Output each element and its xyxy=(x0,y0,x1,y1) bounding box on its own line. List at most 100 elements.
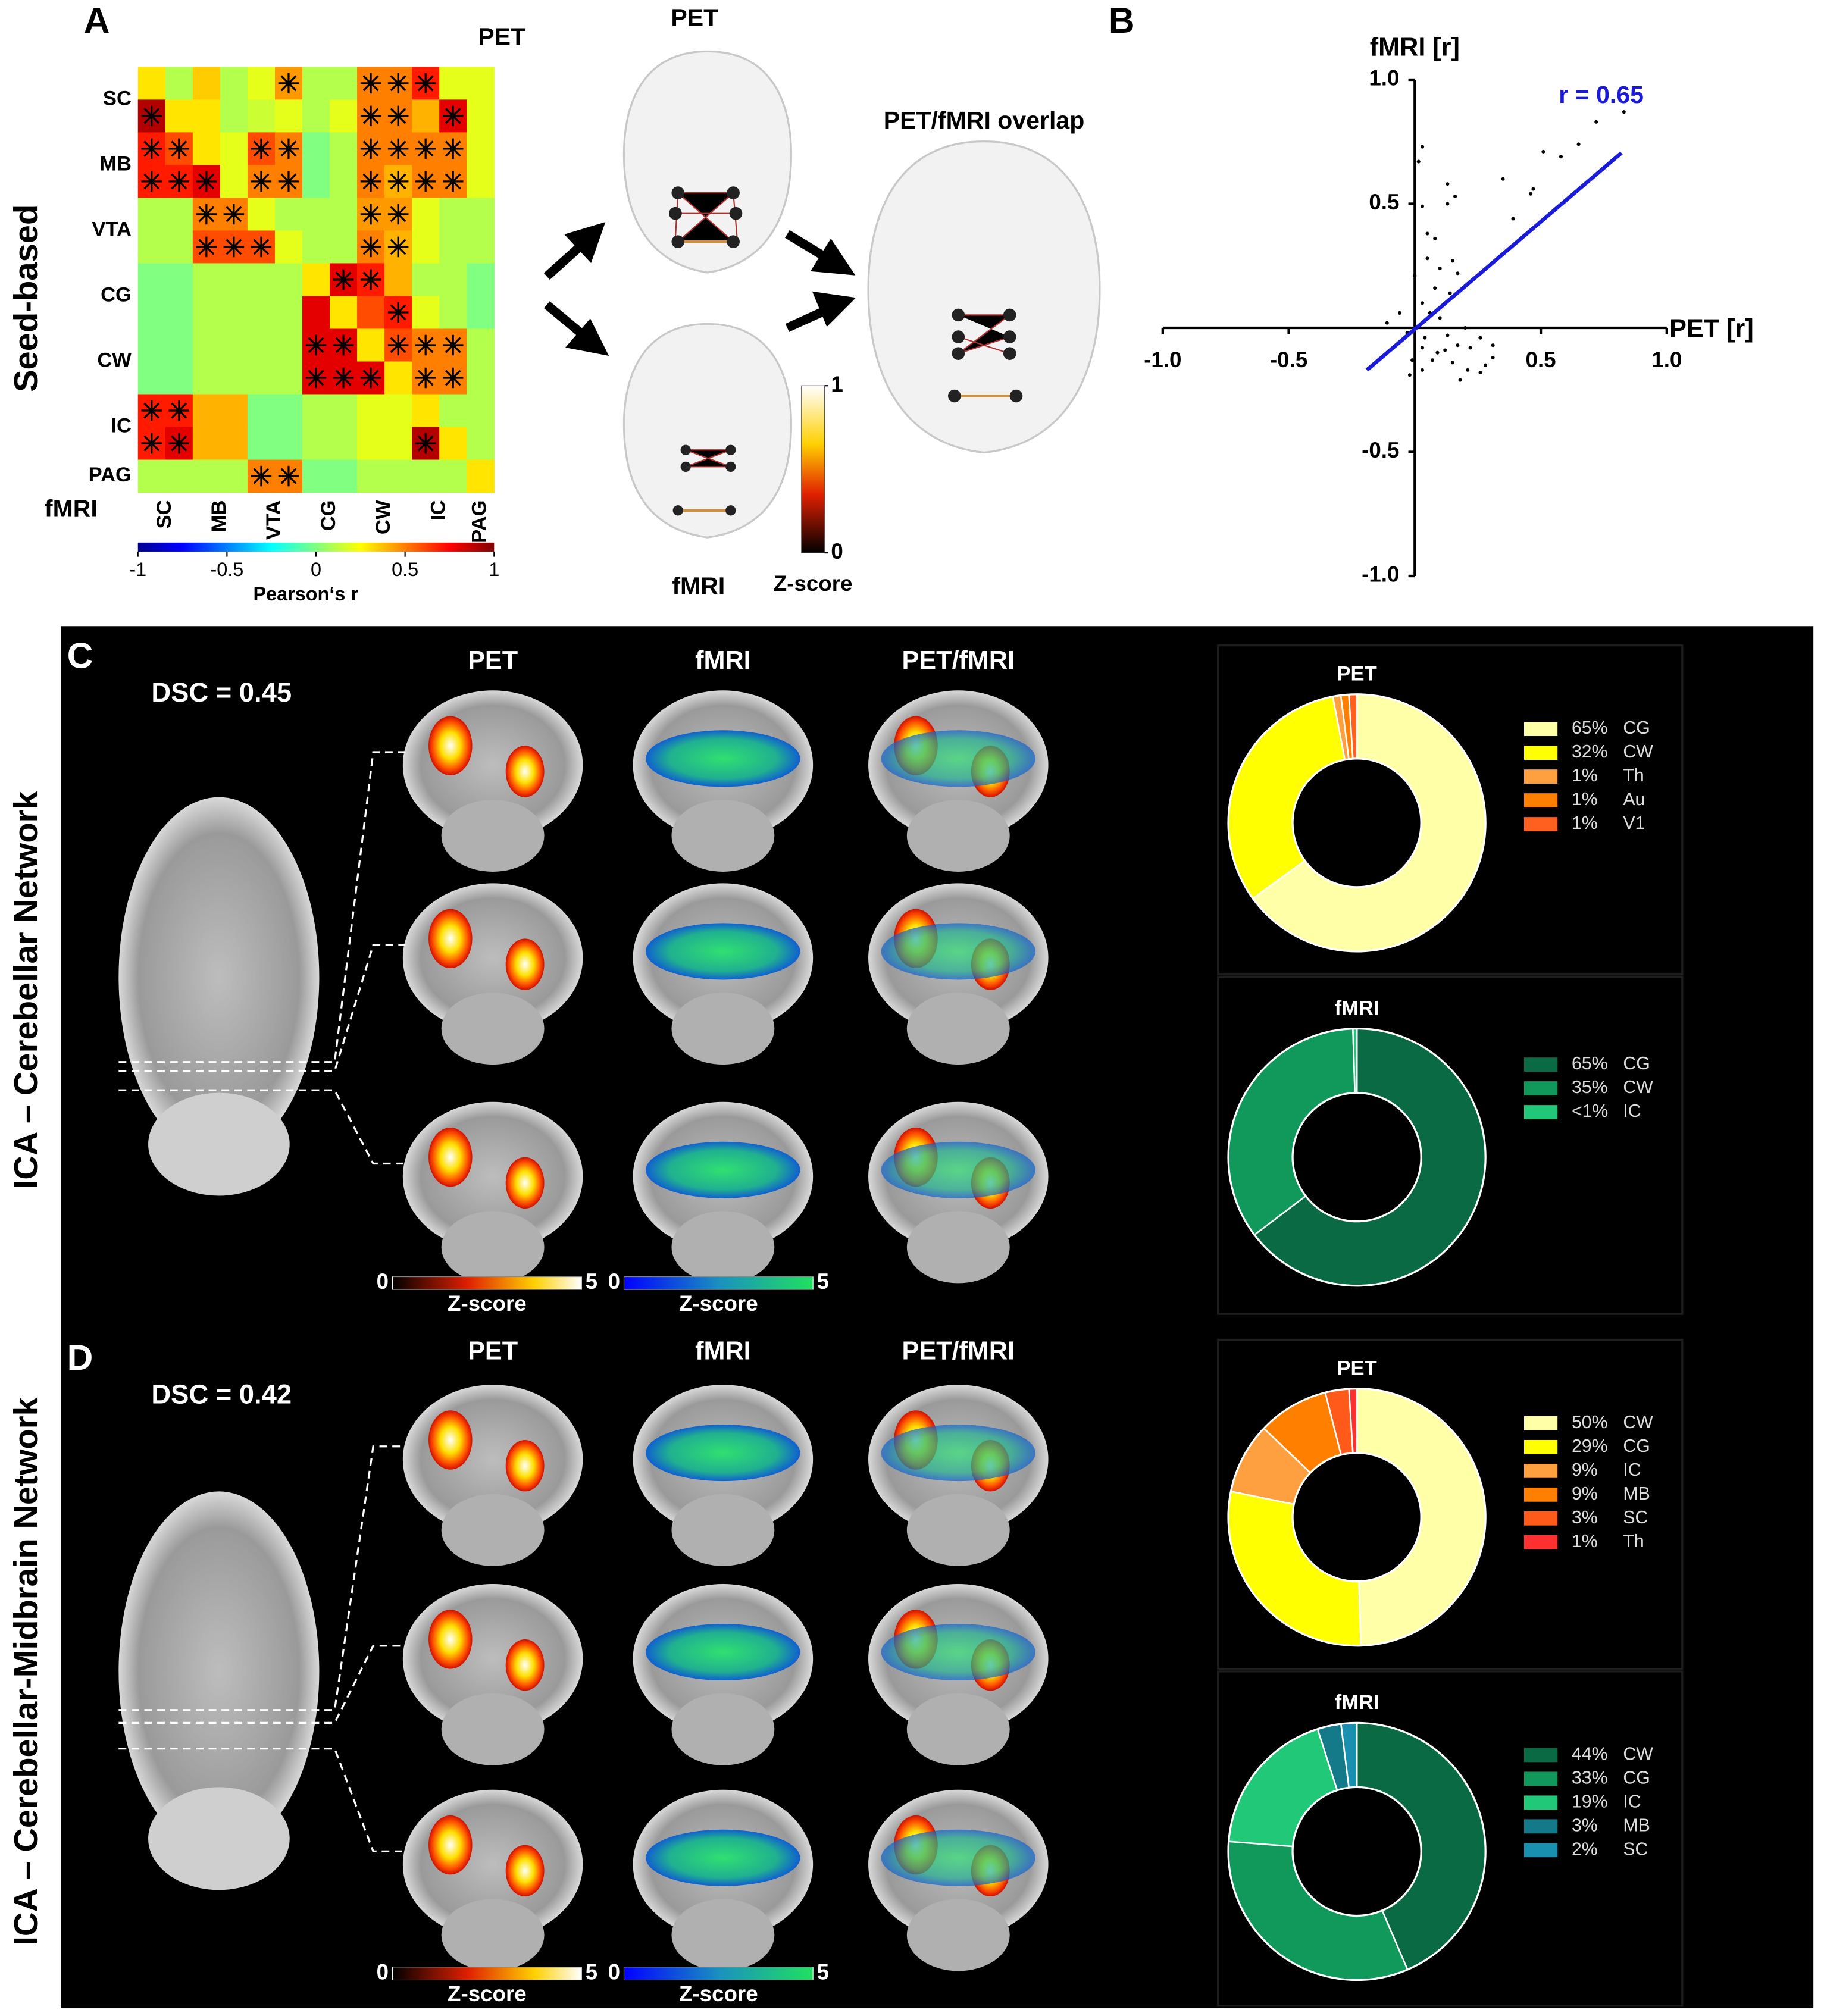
y-tick-label: -0.5 xyxy=(1362,438,1399,462)
col-label: CW xyxy=(372,500,395,534)
heatmap-title: PET xyxy=(478,23,525,51)
heatmap-cell xyxy=(165,99,193,133)
colorbar-label: Z-score xyxy=(679,1291,758,1316)
significance-marker xyxy=(251,171,272,192)
row-label: IC xyxy=(111,415,132,437)
scatter-point xyxy=(1576,142,1581,146)
heatmap-cell xyxy=(302,263,330,297)
significance-marker xyxy=(360,138,381,159)
heatmap-cell xyxy=(467,67,495,101)
legend-swatch xyxy=(1524,1463,1558,1478)
colorbar-tick-label: 0 xyxy=(608,1959,620,1984)
heatmap-cell xyxy=(247,427,276,461)
col-label: IC xyxy=(427,500,449,521)
legend-swatch xyxy=(1524,1416,1558,1430)
side-label: Seed-based xyxy=(7,205,45,392)
fit-line xyxy=(1365,151,1623,372)
row-label: CW xyxy=(97,349,132,372)
heatmap-cell xyxy=(137,296,166,330)
significance-marker xyxy=(360,236,381,258)
heatmap-cell xyxy=(274,99,303,133)
significance-marker xyxy=(278,138,299,159)
heatmap-cell xyxy=(220,99,248,133)
colorbar xyxy=(392,1276,582,1290)
heatmap-cell xyxy=(302,132,330,166)
legend-value: 35% xyxy=(1572,1078,1608,1097)
heatmap-cell xyxy=(274,230,303,264)
heatmap-cell xyxy=(330,132,358,166)
heatmap-cell xyxy=(165,296,193,330)
heatmap-cell xyxy=(192,132,221,166)
legend-swatch xyxy=(1524,1511,1558,1526)
scatter-point xyxy=(1407,373,1412,377)
diagram-title: PET/fMRI overlap xyxy=(884,107,1085,134)
heatmap-cell xyxy=(137,361,166,395)
colorbar-label: Z-score xyxy=(448,1981,527,2006)
legend-label: CG xyxy=(1623,1768,1650,1788)
row-label: SC xyxy=(103,87,132,109)
panel-letter: B xyxy=(1109,0,1135,40)
legend-swatch xyxy=(1524,746,1558,760)
colorbar-tick-label: -1 xyxy=(129,559,146,580)
heatmap-cell xyxy=(412,394,440,428)
heatmap-cell xyxy=(330,427,358,461)
significance-marker xyxy=(223,204,245,225)
legend-value: <1% xyxy=(1572,1101,1608,1121)
significance-marker xyxy=(442,334,464,356)
heatmap-cell xyxy=(467,198,495,231)
heatmap-cell xyxy=(165,67,193,101)
legend-label: IC xyxy=(1623,1460,1641,1480)
heatmap-cell xyxy=(467,99,495,133)
pie-title: fMRI xyxy=(1335,1691,1379,1714)
heatmap-cell xyxy=(439,198,467,231)
heatmap-cell xyxy=(467,427,495,461)
significance-marker xyxy=(415,73,436,94)
x-tick-label: 0.5 xyxy=(1526,348,1556,372)
x-tick-label: -0.5 xyxy=(1270,348,1307,372)
legend-label: V1 xyxy=(1623,813,1645,833)
heatmap-cell xyxy=(330,230,358,264)
y-tick-label: -1.0 xyxy=(1362,562,1399,587)
pie-hole xyxy=(1291,1786,1422,1917)
x-axis-label: PET [r] xyxy=(1669,315,1754,343)
heatmap-cell xyxy=(302,67,330,101)
pie-hole xyxy=(1291,1451,1422,1583)
heatmap-cell xyxy=(165,198,193,231)
legend-value: 65% xyxy=(1572,718,1608,738)
significance-marker xyxy=(387,302,409,323)
colorbar-label: Z-score xyxy=(679,1981,758,2006)
heatmap-cell xyxy=(137,263,166,297)
significance-marker xyxy=(387,105,409,127)
corner-label: fMRI xyxy=(45,495,98,522)
legend-value: 29% xyxy=(1572,1436,1608,1456)
dsc-label: DSC = 0.42 xyxy=(151,1379,292,1410)
heatmap-cell xyxy=(439,263,467,297)
legend-value: 32% xyxy=(1572,742,1608,762)
heatmap-cell xyxy=(302,459,330,493)
brain-diagrams xyxy=(622,50,1101,539)
legend-swatch xyxy=(1524,817,1558,831)
significance-marker xyxy=(168,138,190,159)
scatter-point xyxy=(1594,120,1598,124)
colorbar xyxy=(392,1967,582,1981)
heatmap-cell xyxy=(165,361,193,395)
column-title: fMRI xyxy=(695,646,751,675)
colorbar-tick-label: 0 xyxy=(311,559,321,580)
significance-marker xyxy=(251,465,272,487)
heatmap-cell xyxy=(247,296,276,330)
z-colorbar xyxy=(801,385,825,553)
colorbar-tick-label: -0.5 xyxy=(210,559,243,580)
significance-marker xyxy=(305,334,327,356)
heatmap-cell xyxy=(137,459,166,493)
heatmap-cell xyxy=(247,67,276,101)
significance-marker xyxy=(387,334,409,356)
heatmap-cell xyxy=(412,263,440,297)
colorbar-tick-label: 1 xyxy=(831,372,843,396)
scatter-point xyxy=(1529,192,1533,196)
heatmap-cell xyxy=(302,165,330,199)
heatmap-cell xyxy=(192,67,221,101)
significance-marker xyxy=(168,433,190,454)
heatmap-cell xyxy=(412,459,440,493)
heatmap-cell xyxy=(330,99,358,133)
significance-marker xyxy=(415,138,436,159)
